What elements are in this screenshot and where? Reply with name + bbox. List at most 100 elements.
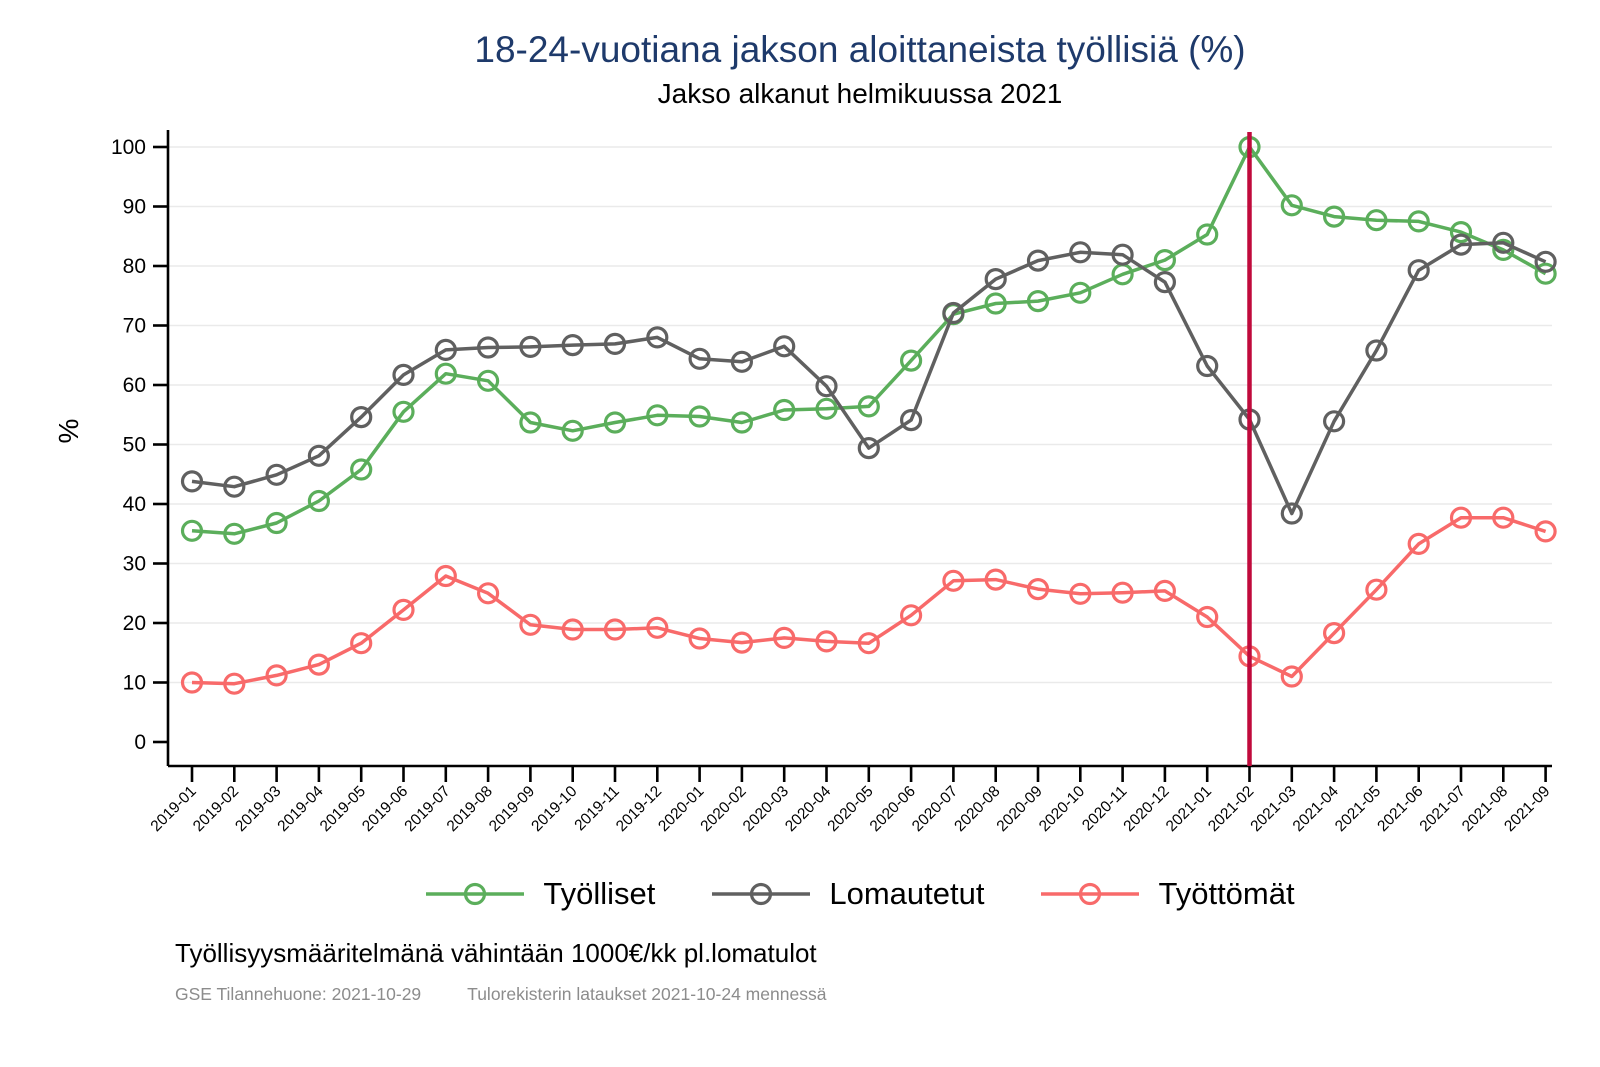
lomautetut-marker-2019-09	[519, 335, 542, 358]
tyolliset-marker-2019-12	[646, 404, 669, 427]
lomautetut-legend-marker-icon	[712, 882, 811, 906]
tyottomat-marker-2021-08	[1492, 506, 1515, 529]
x-tick-label-2021-02: 2021-02	[1205, 783, 1257, 835]
lomautetut-marker-2019-11	[603, 332, 627, 355]
tyolliset-line	[191, 145, 1547, 536]
tyolliset-marker-2021-08	[1492, 238, 1515, 261]
tyolliset-marker-2020-01	[688, 405, 711, 428]
lomautetut-marker-2021-07	[1449, 233, 1473, 256]
tyolliset-marker-2021-04	[1322, 205, 1346, 228]
tyottomat-marker-2020-12	[1153, 579, 1177, 603]
legend-label-lomautetut: Lomautetut	[829, 876, 985, 911]
lomautetut-marker-2021-05	[1365, 339, 1388, 362]
tyolliset-marker-2019-11	[603, 411, 627, 434]
lomautetut-marker-2020-09	[1026, 249, 1050, 272]
tyottomat-marker-2021-03	[1280, 665, 1303, 688]
x-tick-label-2019-04: 2019-04	[274, 783, 327, 836]
tyottomat-marker-2020-08	[984, 568, 1007, 591]
definition-note: Työllisyysmääritelmänä vähintään 1000€/k…	[175, 938, 817, 968]
x-tick-label-2020-09: 2020-09	[994, 783, 1046, 835]
tyolliset-legend-marker-icon	[426, 882, 525, 906]
y-tick-label-0: 0	[134, 731, 146, 754]
tyottomat-marker-2021-05	[1365, 578, 1388, 601]
tyottomat-marker-2019-08	[477, 582, 500, 605]
tyottomat-marker-2020-01	[688, 627, 711, 650]
tyottomat-marker-2019-10	[561, 618, 584, 641]
y-tick-label-40: 40	[123, 493, 146, 516]
legend-item-lomautetut: Lomautetut	[711, 876, 984, 912]
x-tick-label-2019-03: 2019-03	[232, 783, 284, 835]
tyottomat-marker-2021-06	[1407, 532, 1430, 556]
source-notes: GSE Tilannehuone: 2021-10-29 Tulorekister…	[175, 984, 826, 1005]
tyottomat-marker-2020-02	[730, 631, 754, 654]
tyottomat-marker-2019-03	[265, 664, 288, 687]
legend-label-tyolliset: Työlliset	[543, 876, 656, 911]
lomautetut-marker-2020-05	[857, 437, 880, 460]
lomautetut-marker-2019-08	[477, 336, 500, 359]
lomautetut-marker-2019-12	[646, 326, 669, 349]
tyolliset-marker-2020-06	[899, 349, 923, 372]
x-tick-label-2020-04: 2020-04	[782, 783, 835, 836]
tyolliset-marker-2021-05	[1365, 209, 1388, 232]
tyolliset-marker-2019-09	[519, 411, 542, 434]
x-tick-label-2020-03: 2020-03	[740, 783, 792, 835]
x-tick-label-2019-07: 2019-07	[401, 783, 453, 835]
tyottomat-marker-2019-01	[180, 671, 204, 694]
source-note-left: GSE Tilannehuone: 2021-10-29	[175, 984, 422, 1004]
series-tyottomat	[180, 506, 1557, 695]
tyolliset-marker-2021-06	[1407, 210, 1430, 233]
tyolliset-marker-2020-04	[815, 397, 838, 420]
tyottomat-marker-2020-09	[1026, 577, 1050, 601]
lomautetut-marker-2021-01	[1196, 354, 1219, 378]
lomautetut-marker-2021-08	[1492, 231, 1515, 254]
legend-label-tyottomat: Työttömät	[1158, 876, 1295, 911]
tyottomat-marker-2021-01	[1196, 605, 1219, 629]
source-note-right: Tulorekisterin lataukset 2021-10-24 menn…	[467, 984, 827, 1004]
tyottomat-marker-2021-04	[1322, 621, 1346, 645]
tyottomat-marker-2019-04	[307, 653, 330, 676]
tyottomat-marker-2019-02	[223, 672, 246, 695]
y-tick-label-100: 100	[111, 136, 146, 159]
lomautetut-marker-2019-05	[350, 406, 373, 429]
tyottomat-marker-2020-11	[1111, 581, 1134, 604]
x-tick-label-2021-03: 2021-03	[1247, 783, 1299, 835]
series-lomautetut	[180, 231, 1557, 525]
x-tick-label-2019-02: 2019-02	[190, 783, 242, 835]
tyottomat-legend-marker-icon	[1041, 882, 1140, 906]
tyottomat-marker-2019-06	[392, 598, 415, 622]
y-tick-label-60: 60	[123, 374, 146, 397]
lomautetut-marker-2021-09	[1534, 250, 1557, 273]
tyolliset-marker-2020-12	[1153, 249, 1177, 272]
tyottomat-marker-2019-05	[350, 632, 373, 655]
tyottomat-marker-2019-12	[646, 616, 669, 639]
lomautetut-marker-2019-04	[307, 444, 330, 467]
tyolliset-marker-2019-01	[180, 519, 204, 542]
x-tick-label-2020-08: 2020-08	[951, 783, 1003, 835]
tyolliset-marker-2020-09	[1026, 290, 1050, 313]
tyolliset-marker-2020-05	[857, 395, 880, 418]
tyottomat-marker-2020-10	[1069, 582, 1092, 605]
legend-item-tyottomat: Työttömät	[1040, 876, 1295, 912]
lomautetut-marker-2021-06	[1407, 259, 1430, 282]
tyottomat-marker-2019-07	[434, 564, 457, 588]
x-tick-label-2019-06: 2019-06	[359, 783, 411, 835]
tyolliset-marker-2020-02	[730, 411, 754, 434]
tyolliset-marker-2019-02	[223, 522, 246, 545]
tyolliset-marker-2020-10	[1069, 281, 1092, 304]
tyottomat-marker-2020-04	[815, 630, 838, 653]
tyottomat-marker-2020-05	[857, 632, 880, 655]
x-tick-label-2020-06: 2020-06	[867, 783, 919, 835]
x-tick-label-2021-04: 2021-04	[1290, 783, 1343, 836]
x-tick-label-2020-12: 2020-12	[1120, 783, 1172, 835]
lomautetut-marker-2020-01	[688, 347, 711, 370]
lomautetut-marker-2021-04	[1322, 410, 1346, 433]
x-tick-label-2020-02: 2020-02	[697, 783, 749, 835]
tyolliset-marker-2019-10	[561, 419, 584, 442]
x-tick-label-2021-01: 2021-01	[1163, 783, 1215, 835]
y-tick-label-20: 20	[123, 612, 146, 635]
x-tick-label-2021-08: 2021-08	[1459, 783, 1511, 835]
tyolliset-marker-2021-07	[1449, 221, 1473, 244]
lomautetut-marker-2019-07	[434, 338, 457, 361]
lomautetut-marker-2019-03	[265, 463, 288, 486]
x-tick-label-2021-09: 2021-09	[1501, 783, 1553, 835]
